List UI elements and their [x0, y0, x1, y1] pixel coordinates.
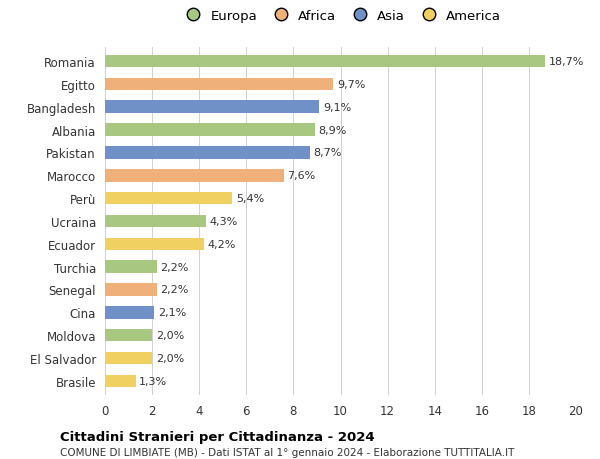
Text: 2,0%: 2,0%: [155, 330, 184, 341]
Text: 2,2%: 2,2%: [160, 285, 189, 295]
Bar: [105, 147, 310, 159]
Text: 7,6%: 7,6%: [287, 171, 316, 181]
Text: 1,3%: 1,3%: [139, 376, 167, 386]
Text: 18,7%: 18,7%: [549, 57, 584, 67]
Text: 2,0%: 2,0%: [155, 353, 184, 363]
Text: 9,7%: 9,7%: [337, 80, 365, 90]
Text: 4,2%: 4,2%: [208, 239, 236, 249]
Bar: [105, 192, 232, 205]
Text: 8,9%: 8,9%: [318, 125, 347, 135]
Text: 5,4%: 5,4%: [236, 194, 264, 204]
Text: 8,7%: 8,7%: [313, 148, 342, 158]
Bar: [105, 375, 136, 387]
Text: Cittadini Stranieri per Cittadinanza - 2024: Cittadini Stranieri per Cittadinanza - 2…: [60, 431, 374, 443]
Text: COMUNE DI LIMBIATE (MB) - Dati ISTAT al 1° gennaio 2024 - Elaborazione TUTTITALI: COMUNE DI LIMBIATE (MB) - Dati ISTAT al …: [60, 448, 514, 458]
Bar: [105, 124, 314, 136]
Bar: [105, 101, 319, 114]
Legend: Europa, Africa, Asia, America: Europa, Africa, Asia, America: [180, 10, 501, 22]
Bar: [105, 352, 152, 364]
Bar: [105, 215, 206, 228]
Text: 2,1%: 2,1%: [158, 308, 186, 318]
Bar: [105, 78, 334, 91]
Bar: [105, 56, 545, 68]
Text: 2,2%: 2,2%: [160, 262, 189, 272]
Bar: [105, 261, 157, 274]
Bar: [105, 284, 157, 296]
Bar: [105, 307, 154, 319]
Bar: [105, 329, 152, 342]
Bar: [105, 169, 284, 182]
Bar: [105, 238, 204, 251]
Text: 4,3%: 4,3%: [210, 217, 238, 226]
Text: 9,1%: 9,1%: [323, 102, 351, 112]
